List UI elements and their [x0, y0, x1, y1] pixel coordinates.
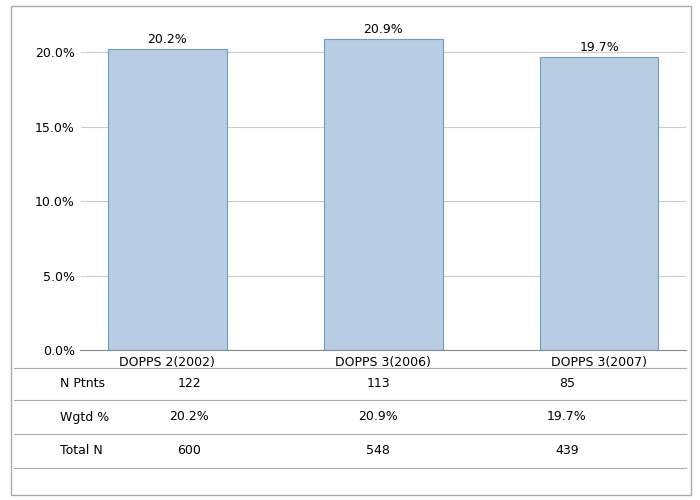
Text: 113: 113	[366, 377, 390, 390]
Text: Wgtd %: Wgtd %	[60, 410, 108, 424]
Bar	[108, 50, 227, 350]
Text: 19.7%: 19.7%	[579, 41, 619, 54]
Text: 439: 439	[555, 444, 579, 457]
Text: 20.2%: 20.2%	[169, 410, 209, 424]
Bar	[540, 56, 659, 350]
Text: 600: 600	[177, 444, 201, 457]
Text: 19.7%: 19.7%	[547, 410, 587, 424]
Text: 20.2%: 20.2%	[148, 34, 188, 46]
Text: 20.9%: 20.9%	[363, 23, 403, 36]
Text: Total N: Total N	[60, 444, 102, 457]
Text: 122: 122	[177, 377, 201, 390]
Text: 20.9%: 20.9%	[358, 410, 398, 424]
Text: 548: 548	[366, 444, 390, 457]
Text: 85: 85	[559, 377, 575, 390]
Bar	[324, 39, 442, 350]
Text: N Ptnts: N Ptnts	[60, 377, 104, 390]
